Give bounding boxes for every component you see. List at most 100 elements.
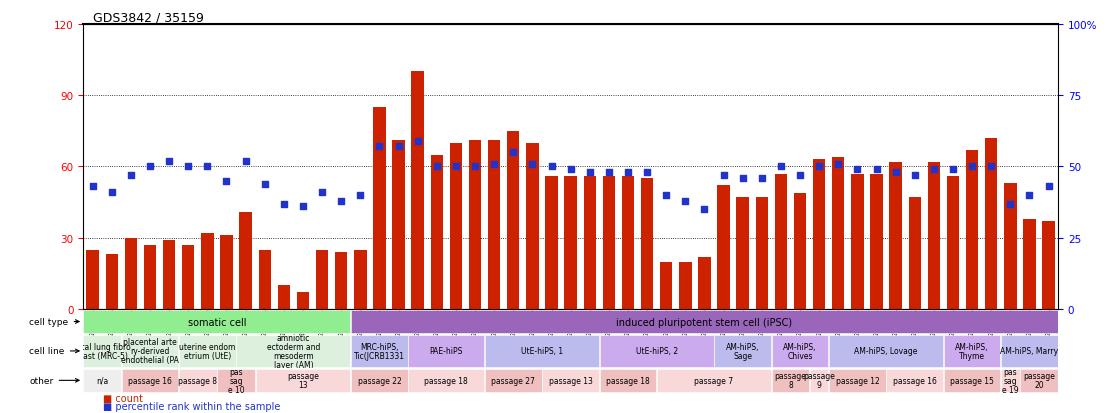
Text: induced pluripotent stem cell (iPSC): induced pluripotent stem cell (iPSC) <box>616 317 792 327</box>
Bar <box>1002 369 1019 392</box>
Point <box>830 161 848 168</box>
Bar <box>851 174 863 309</box>
Bar <box>236 335 350 367</box>
Text: AM-hiPS,
Chives: AM-hiPS, Chives <box>783 342 817 360</box>
Text: cell type: cell type <box>30 317 79 326</box>
Bar <box>810 369 829 392</box>
Bar <box>179 335 236 367</box>
Bar <box>297 293 309 309</box>
Bar <box>411 72 424 309</box>
Bar <box>163 240 175 309</box>
Point <box>466 164 484 170</box>
Bar <box>122 335 178 367</box>
Text: somatic cell: somatic cell <box>187 317 246 327</box>
Bar <box>469 141 481 309</box>
Text: other: other <box>30 376 79 385</box>
Bar <box>485 369 542 392</box>
Text: passage
20: passage 20 <box>1023 371 1055 389</box>
Text: PAE-hiPS: PAE-hiPS <box>430 347 463 356</box>
Text: MRC-hiPS,
Tic(JCRB1331: MRC-hiPS, Tic(JCRB1331 <box>353 342 404 360</box>
Point <box>523 161 541 168</box>
Point <box>1039 184 1057 190</box>
Point <box>906 172 924 179</box>
Point <box>581 169 598 176</box>
Text: pas
sag
e 10: pas sag e 10 <box>228 367 245 394</box>
Point <box>925 166 943 173</box>
Point <box>275 201 293 207</box>
Text: passage
8: passage 8 <box>774 371 807 389</box>
Text: amniotic
ectoderm and
mesoderm
layer (AM): amniotic ectoderm and mesoderm layer (AM… <box>267 333 320 369</box>
Text: passage 27: passage 27 <box>491 376 535 385</box>
Text: passage 7: passage 7 <box>695 376 733 385</box>
Point <box>791 172 809 179</box>
Bar <box>599 335 714 367</box>
Bar <box>105 255 117 309</box>
Text: passage 22: passage 22 <box>358 376 401 385</box>
Bar <box>715 335 771 367</box>
Text: UtE-hiPS, 2: UtE-hiPS, 2 <box>636 347 678 356</box>
Bar <box>657 369 771 392</box>
Text: uterine endom
etrium (UtE): uterine endom etrium (UtE) <box>179 342 236 360</box>
Point <box>141 164 158 170</box>
Bar <box>640 179 654 309</box>
Bar <box>542 369 599 392</box>
Bar <box>144 245 156 309</box>
Point <box>677 198 695 204</box>
Point <box>370 144 388 150</box>
Bar <box>86 250 99 309</box>
Bar <box>526 143 538 309</box>
Point <box>963 164 981 170</box>
Bar <box>335 252 348 309</box>
Bar <box>564 176 577 309</box>
Bar <box>622 176 634 309</box>
Bar <box>220 236 233 309</box>
Point <box>84 184 102 190</box>
Bar <box>239 212 252 309</box>
Bar <box>599 369 656 392</box>
Bar <box>813 160 825 309</box>
Point <box>409 138 427 145</box>
Point <box>601 169 618 176</box>
Bar <box>927 162 940 309</box>
Point <box>733 175 751 182</box>
Bar <box>829 335 943 367</box>
Bar <box>772 369 809 392</box>
Point <box>294 204 311 210</box>
Point <box>543 164 561 170</box>
Text: passage 16: passage 16 <box>893 376 936 385</box>
Point <box>638 169 656 176</box>
Text: passage 15: passage 15 <box>951 376 994 385</box>
Point <box>161 158 178 165</box>
Text: cell line: cell line <box>30 347 79 356</box>
Bar <box>886 369 943 392</box>
Bar <box>698 257 710 309</box>
Text: ■ percentile rank within the sample: ■ percentile rank within the sample <box>103 401 280 411</box>
Point <box>314 189 331 196</box>
Point <box>504 150 522 156</box>
Bar <box>316 250 328 309</box>
Bar <box>584 176 596 309</box>
Bar <box>909 198 921 309</box>
Bar <box>966 150 978 309</box>
Bar <box>392 141 404 309</box>
Text: ■ count: ■ count <box>103 393 143 403</box>
Point <box>657 192 675 199</box>
Bar <box>409 335 484 367</box>
Bar <box>717 186 730 309</box>
Bar <box>660 262 673 309</box>
Bar <box>355 250 367 309</box>
Bar <box>985 139 997 309</box>
Bar <box>1020 369 1058 392</box>
Text: passage 16: passage 16 <box>129 376 172 385</box>
Bar <box>125 238 137 309</box>
Bar <box>679 262 691 309</box>
Text: passage 8: passage 8 <box>178 376 217 385</box>
Point <box>428 164 445 170</box>
Text: passage
9: passage 9 <box>803 371 835 389</box>
Point <box>103 189 121 196</box>
Point <box>562 166 579 173</box>
Bar <box>202 233 214 309</box>
Bar <box>278 285 290 309</box>
Bar <box>1024 219 1036 309</box>
Text: AM-hiPS, Lovage: AM-hiPS, Lovage <box>854 347 917 356</box>
